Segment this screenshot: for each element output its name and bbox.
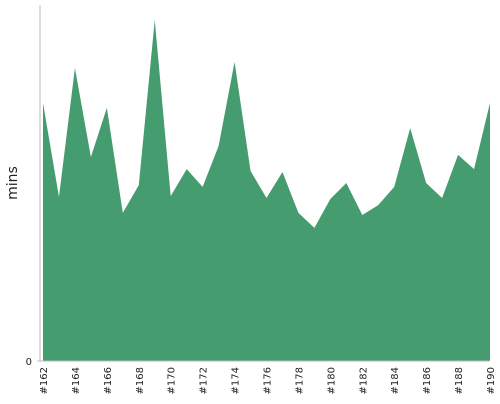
- x-tick-label: #190: [486, 367, 497, 394]
- x-tick-label: #170: [167, 367, 178, 394]
- x-tick-label: #168: [135, 367, 146, 394]
- x-tick-label: #182: [358, 367, 369, 394]
- area: [43, 19, 490, 362]
- x-tick-label: #178: [294, 367, 305, 394]
- x-tick-label: #176: [263, 367, 274, 394]
- x-tick-label: #174: [231, 367, 242, 394]
- x-tick-label: #186: [422, 367, 433, 394]
- x-tick-label: #184: [390, 367, 401, 394]
- y-tick-label: 0: [26, 357, 32, 368]
- y-axis-label: mins: [5, 166, 21, 200]
- x-tick-label: #180: [326, 367, 337, 394]
- x-tick-label: #166: [103, 367, 114, 394]
- x-tick-label: #188: [454, 367, 465, 394]
- x-tick-label: #172: [199, 367, 210, 394]
- x-tick-label: #162: [39, 367, 50, 394]
- x-tick-label: #164: [71, 367, 82, 394]
